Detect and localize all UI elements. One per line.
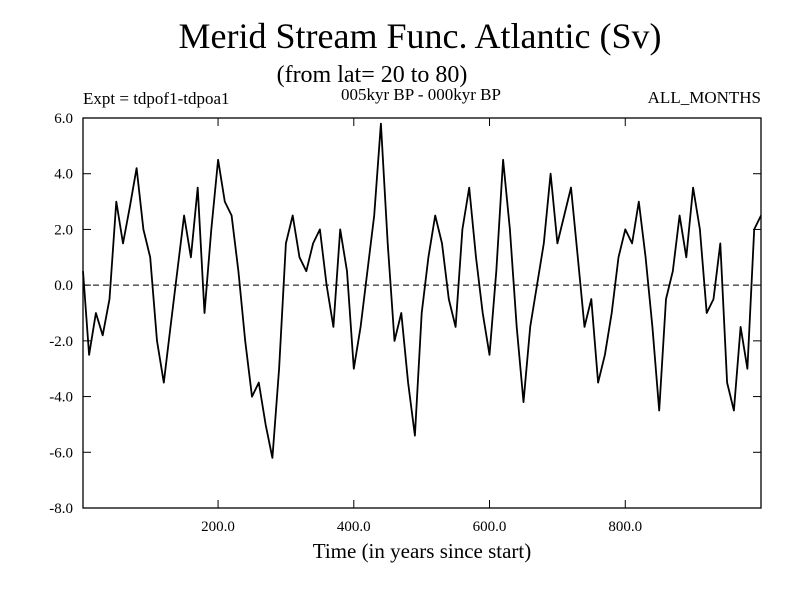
y-tick-label: 6.0 — [54, 111, 73, 127]
series-line — [82, 122, 762, 459]
y-tick-label: -6.0 — [49, 445, 73, 461]
chart-subtitle: (from lat= 20 to 80) — [277, 62, 468, 88]
x-tick-label: 600.0 — [473, 519, 507, 535]
y-tick-label: 0.0 — [54, 278, 73, 294]
series-group — [82, 122, 762, 459]
x-tick-label: 800.0 — [608, 519, 642, 535]
x-axis-label: Time (in years since start) — [313, 539, 532, 563]
y-tick-label: 2.0 — [54, 222, 73, 238]
experiment-label: Expt = tdpof1-tdpoa1 — [83, 89, 230, 108]
y-tick-label: -4.0 — [49, 390, 73, 406]
x-tick-label: 400.0 — [337, 519, 371, 535]
y-tick-label: 4.0 — [54, 167, 73, 183]
x-tick-label: 200.0 — [201, 519, 235, 535]
months-label: ALL_MONTHS — [648, 88, 761, 107]
plot-frame — [82, 117, 762, 509]
chart-title: Merid Stream Func. Atlantic (Sv) — [179, 16, 662, 56]
y-axis-ticks: 6.0 4.0 2.0 0.0 -2.0 -4.0 -6.0 -8.0 — [49, 111, 761, 517]
x-axis-ticks: 200.0 400.0 600.0 800.0 — [201, 118, 642, 535]
y-tick-label: -2.0 — [49, 334, 73, 350]
period-label: 005kyr BP - 000kyr BP — [341, 85, 501, 104]
y-tick-label: -8.0 — [49, 501, 73, 517]
